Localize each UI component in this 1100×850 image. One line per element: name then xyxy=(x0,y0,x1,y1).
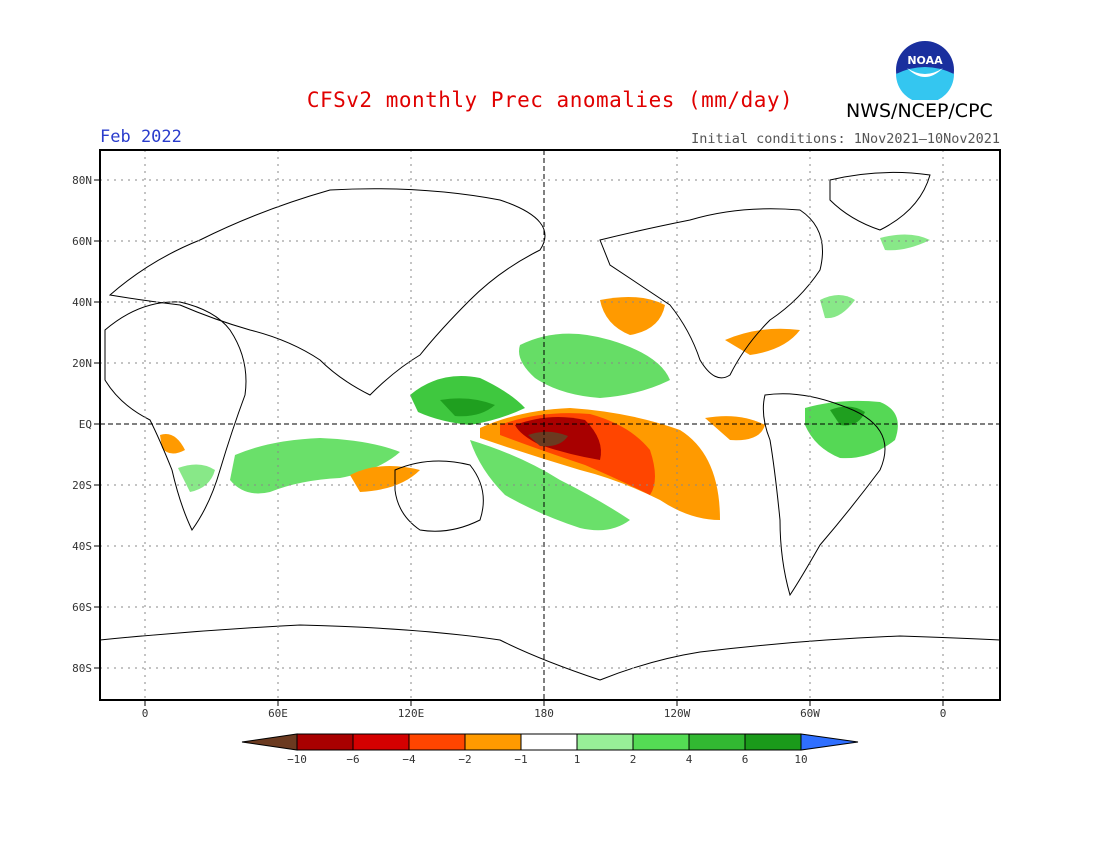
colorbar-label: 1 xyxy=(574,753,581,766)
tick-marks xyxy=(94,179,944,706)
colorbar-swatch xyxy=(576,733,634,751)
noaa-logo: NOAA xyxy=(896,41,954,100)
lat-label: 60N xyxy=(72,235,92,248)
dry-anomaly-central-pacific-core xyxy=(528,431,568,447)
coastline-antarctica xyxy=(99,624,1001,681)
colorbar-swatch xyxy=(464,733,522,751)
dry-anomaly-east-africa xyxy=(160,434,185,454)
lat-label: EQ xyxy=(79,418,92,431)
coastline-south-america xyxy=(762,393,886,597)
initial-conditions-label: Initial conditions: 1Nov2021–10Nov2021 xyxy=(691,131,1000,147)
colorbar-label: 10 xyxy=(794,753,807,766)
wet-anomaly-greenland xyxy=(880,234,930,251)
wet-anomaly-north-atlantic xyxy=(820,295,855,319)
dry-anomaly-gulf-of-mexico xyxy=(725,328,800,355)
colorbar-label: −1 xyxy=(514,753,527,766)
noaa-logo-text: NOAA xyxy=(907,54,943,67)
colorbar-min-arrow xyxy=(241,733,298,751)
colorbar-swatch xyxy=(296,733,354,751)
colorbar-label: 6 xyxy=(742,753,749,766)
colorbar-label: −4 xyxy=(402,753,416,766)
lat-labels: 80N 60N 40N 20N EQ 20S 40S 60S 80S xyxy=(72,174,92,675)
colorbar-swatch xyxy=(744,733,802,751)
colorbar-label: −2 xyxy=(458,753,471,766)
colorbar-label: −10 xyxy=(287,753,307,766)
colorbar-swatch xyxy=(632,733,690,751)
coastline-north-america xyxy=(599,208,823,379)
wet-anomaly-south-america xyxy=(805,400,898,459)
map-title: CFSv2 monthly Prec anomalies (mm/day) xyxy=(306,88,794,112)
coastline-greenland xyxy=(829,171,931,231)
wet-anomaly-warm-pool-core xyxy=(440,398,495,417)
colorbar-max-arrow xyxy=(800,733,859,751)
lon-label: 60W xyxy=(800,707,820,720)
map-frame xyxy=(99,149,1001,701)
lat-label: 20N xyxy=(72,357,92,370)
colorbar-label: 2 xyxy=(630,753,637,766)
wet-anomaly-nw-pacific xyxy=(519,333,670,398)
lat-label: 40S xyxy=(72,540,92,553)
lat-label: 60S xyxy=(72,601,92,614)
valid-month-label: Feb 2022 xyxy=(100,127,182,147)
colorbar-label: −6 xyxy=(346,753,359,766)
coastline-europe-asia xyxy=(108,188,546,396)
lat-label: 20S xyxy=(72,479,92,492)
lon-label: 120W xyxy=(664,707,691,720)
lat-label: 80S xyxy=(72,662,92,675)
colorbar-label: 4 xyxy=(686,753,693,766)
lon-label: 0 xyxy=(940,707,947,720)
dry-anomaly-east-pacific-itcz xyxy=(705,416,765,441)
colorbar-swatch xyxy=(408,733,466,751)
anomaly-shading xyxy=(160,234,930,531)
lon-label: 60E xyxy=(268,707,288,720)
organization-label: NWS/NCEP/CPC xyxy=(846,100,993,122)
lon-label: 0 xyxy=(142,707,149,720)
lat-label: 80N xyxy=(72,174,92,187)
wet-anomaly-indian-ocean xyxy=(230,438,400,494)
wet-anomaly-south-africa xyxy=(178,464,215,492)
dry-anomaly-east-pacific-north xyxy=(600,296,665,335)
lat-lon-grid xyxy=(100,150,1000,700)
colorbar-swatch xyxy=(688,733,746,751)
coastline-australia xyxy=(394,460,484,532)
colorbar-swatch xyxy=(520,733,578,751)
lon-label: 180 xyxy=(534,707,554,720)
colorbar: −10 −6 −4 −2 −1 1 2 4 6 10 xyxy=(241,733,859,766)
lat-label: 40N xyxy=(72,296,92,309)
colorbar-swatch xyxy=(352,733,410,751)
coastline-africa xyxy=(104,301,247,531)
equator-dateline xyxy=(100,150,1000,700)
lon-labels: 0 60E 120E 180 120W 60W 0 xyxy=(142,707,947,720)
lon-label: 120E xyxy=(398,707,425,720)
coastlines xyxy=(99,171,1001,681)
